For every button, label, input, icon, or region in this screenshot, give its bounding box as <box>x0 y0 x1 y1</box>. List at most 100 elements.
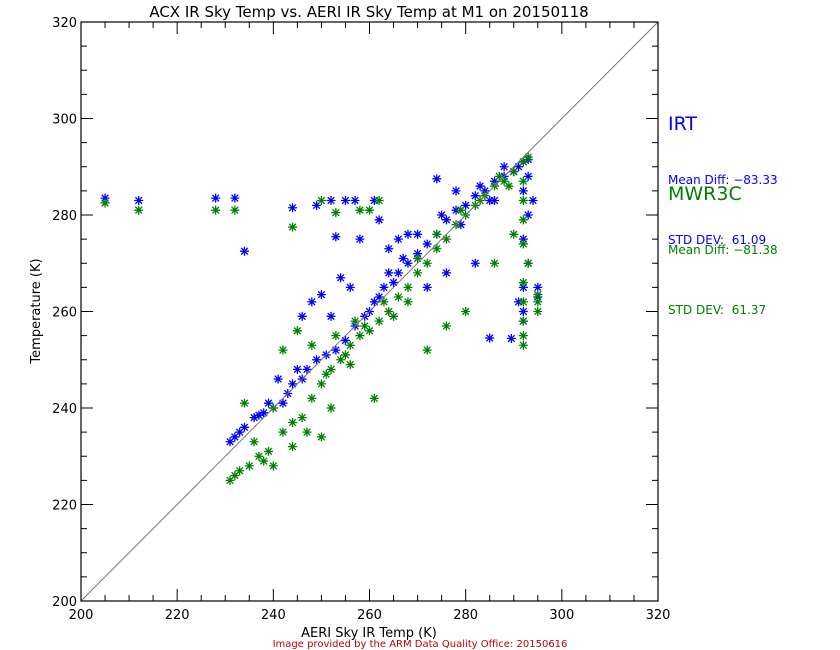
data-point <box>249 413 259 423</box>
irt-std-label: STD DEV: <box>668 233 725 247</box>
data-point <box>518 196 528 206</box>
x-tick-label: 240 <box>261 608 286 623</box>
data-point <box>533 307 543 316</box>
data-point <box>239 398 249 408</box>
data-point <box>331 208 341 218</box>
data-point <box>297 311 307 321</box>
data-point <box>523 171 533 181</box>
data-point <box>485 333 495 343</box>
data-point <box>350 196 360 206</box>
data-point <box>288 222 298 232</box>
irt-mean-value: −83.33 <box>733 173 778 187</box>
data-point <box>307 393 317 403</box>
data-point <box>235 427 245 437</box>
data-point <box>514 297 524 307</box>
data-point <box>504 181 514 191</box>
irt-mean-label: Mean Diff: <box>668 173 730 187</box>
x-tick-label: 200 <box>69 608 94 623</box>
data-point <box>340 335 350 345</box>
legend-mwr3c-name: MWR3C <box>668 183 742 205</box>
data-point <box>518 176 528 186</box>
data-point <box>518 157 528 167</box>
data-point <box>518 316 528 326</box>
data-point <box>336 355 346 365</box>
data-point <box>288 379 298 389</box>
data-point <box>100 193 110 203</box>
data-point <box>470 191 480 201</box>
data-point <box>514 162 524 172</box>
y-tick-label: 260 <box>52 306 77 321</box>
data-point <box>518 340 528 350</box>
mwr3c-mean-label: Mean Diff: <box>668 243 730 257</box>
data-point <box>374 215 384 225</box>
data-point <box>225 437 235 447</box>
data-point <box>230 432 240 442</box>
data-point <box>312 200 322 210</box>
x-tick-label: 220 <box>165 608 190 623</box>
data-point <box>211 193 221 203</box>
data-point <box>499 176 509 186</box>
data-point <box>413 249 423 259</box>
data-point <box>518 239 528 249</box>
data-point <box>350 316 360 326</box>
data-point <box>403 258 413 268</box>
data-point <box>331 345 341 355</box>
data-point <box>518 307 528 316</box>
data-point <box>528 196 538 206</box>
data-point <box>379 297 389 307</box>
data-point <box>398 253 408 263</box>
data-point <box>533 282 543 292</box>
data-point <box>134 205 144 215</box>
data-point <box>470 258 480 268</box>
data-point <box>518 278 528 288</box>
data-point <box>432 174 442 184</box>
data-point <box>413 268 423 278</box>
data-point <box>518 215 528 225</box>
data-point <box>403 229 413 239</box>
data-point <box>355 205 365 215</box>
data-point <box>254 410 264 420</box>
data-point <box>369 297 379 307</box>
data-point <box>369 393 379 403</box>
data-point <box>384 268 394 278</box>
data-point <box>494 171 504 181</box>
data-point <box>288 417 298 427</box>
data-point <box>490 258 500 268</box>
data-point <box>403 297 413 307</box>
data-point <box>393 234 403 244</box>
data-point <box>374 292 384 302</box>
data-point <box>432 229 442 239</box>
data-point <box>441 321 451 331</box>
data-point <box>365 326 374 336</box>
irt-std-value: 61.09 <box>731 233 767 247</box>
one-to-one-line <box>80 21 659 602</box>
data-point <box>389 311 399 321</box>
data-point <box>360 321 370 331</box>
data-point <box>259 456 269 466</box>
data-point <box>461 200 471 210</box>
data-point <box>523 210 533 220</box>
data-point <box>268 461 278 471</box>
data-point <box>326 364 336 374</box>
data-point <box>307 340 317 350</box>
x-tick-label: 260 <box>357 608 382 623</box>
data-point <box>461 307 471 316</box>
y-axis-label: Temperature (K) <box>29 258 44 364</box>
y-tick-label: 300 <box>52 113 77 128</box>
y-tick-label: 220 <box>52 499 77 514</box>
data-point <box>288 203 298 213</box>
data-point <box>321 369 331 379</box>
data-point <box>239 422 249 432</box>
data-point <box>235 466 245 476</box>
data-point <box>355 234 365 244</box>
data-point <box>422 282 432 292</box>
data-point <box>312 355 322 365</box>
data-point <box>403 282 413 292</box>
legend-irt: IRT Mean Diff: −83.33 STD DEV: 61.09 <box>668 76 778 267</box>
data-point <box>230 193 240 203</box>
data-point <box>264 446 274 456</box>
legend-irt-name: IRT <box>668 113 698 135</box>
data-point <box>533 290 543 300</box>
data-point <box>422 239 432 249</box>
